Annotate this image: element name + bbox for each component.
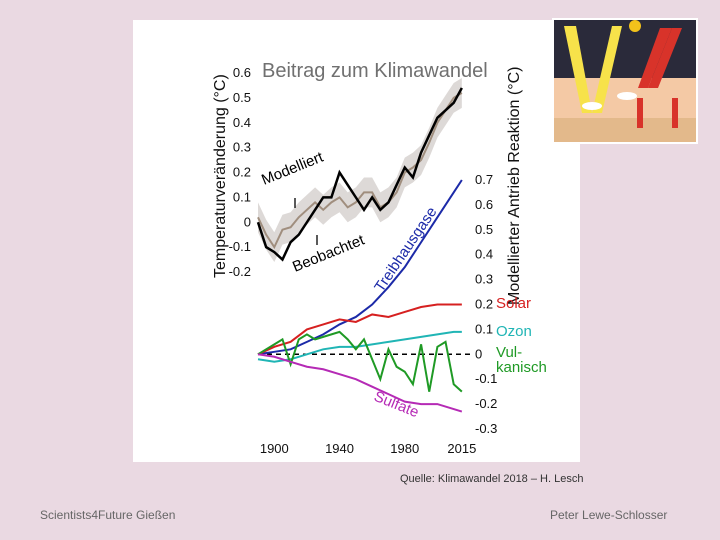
- bottom-ytick: 0.7: [475, 172, 493, 187]
- footer-left: Scientists4Future Gießen: [40, 508, 176, 522]
- bottom-ytick: 0.1: [475, 321, 493, 336]
- source-caption: Quelle: Klimawandel 2018 – H. Lesch: [400, 473, 584, 485]
- label-vulkanisch-1: Vul-: [496, 344, 522, 361]
- top-ytick: 0.6: [233, 65, 251, 80]
- bottom-ytick: -0.3: [475, 421, 497, 436]
- bottom-ytick: 0.3: [475, 272, 493, 287]
- bottom-ytick: -0.2: [475, 396, 497, 411]
- bottom-ytick: 0.2: [475, 297, 493, 312]
- series-bottom-vulkanisch: [257, 330, 463, 393]
- label-solar: Solar: [496, 295, 531, 312]
- top-ylabel: Temperaturveränderung (°C): [212, 74, 229, 278]
- bottom-ylabel: Modellierter Antrieb Reaktion (°C): [506, 67, 523, 306]
- label-sulfate: Sulfate: [372, 388, 422, 421]
- label-vulkanisch-2: kanisch: [496, 359, 547, 376]
- annotation-observed: Beobachtet: [290, 231, 368, 276]
- label-ozon: Ozon: [496, 323, 532, 340]
- footer-right: Peter Lewe-Schlosser: [550, 508, 668, 522]
- chart-svg: Beitrag zum Klimawandel Temperaturveränd…: [212, 60, 547, 456]
- bottom-ytick: 0.6: [475, 197, 493, 212]
- xtick: 1980: [390, 441, 419, 456]
- bottom-ytick: 0.5: [475, 222, 493, 237]
- xtick: 1900: [260, 441, 289, 456]
- chart-title: Beitrag zum Klimawandel: [262, 60, 488, 82]
- bottom-ytick: -0.1: [475, 371, 497, 386]
- top-ytick: 0.5: [233, 90, 251, 105]
- xtick: 2015: [447, 441, 476, 456]
- series-top-modelliert: [257, 92, 463, 250]
- series-bottom-treibhausgase: [257, 179, 463, 356]
- series-bottom-solar: [257, 303, 462, 356]
- series-top-beobachtet: [256, 87, 463, 262]
- energy-balance-diagram-icon: [552, 18, 698, 144]
- top-ytick: 0.2: [233, 165, 251, 180]
- series-bottom-sulfate: [257, 353, 463, 413]
- bottom-ytick: 0: [475, 346, 482, 361]
- top-ytick: -0.1: [229, 239, 251, 254]
- top-ytick: 0.1: [233, 189, 251, 204]
- modelled-uncertainty-band: [258, 77, 462, 263]
- top-ytick: -0.2: [229, 264, 251, 279]
- annotation-modelled: Modelliert: [259, 148, 326, 188]
- top-ytick: 0.4: [233, 115, 251, 130]
- top-ytick: 0.3: [233, 140, 251, 155]
- top-ytick: 0: [244, 214, 251, 229]
- climate-chart: Beitrag zum Klimawandel Temperaturveränd…: [133, 20, 580, 462]
- bottom-ytick: 0.4: [475, 247, 493, 262]
- xtick: 1940: [325, 441, 354, 456]
